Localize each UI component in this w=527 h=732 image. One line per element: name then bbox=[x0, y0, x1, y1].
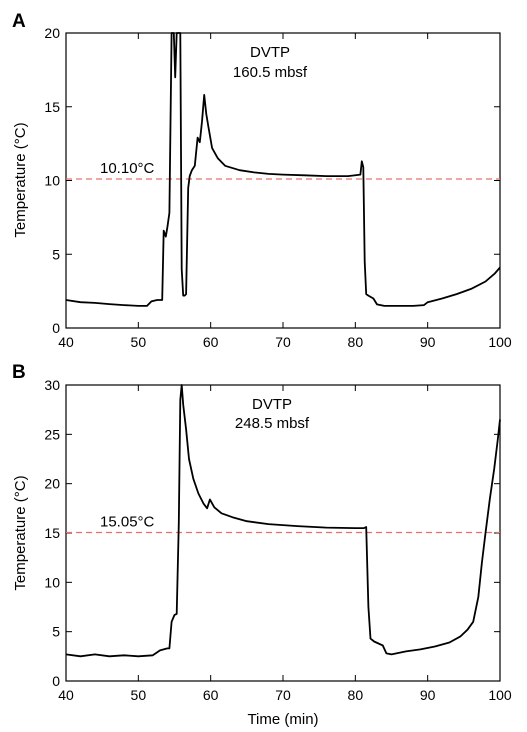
y-tick-label: 30 bbox=[44, 377, 60, 393]
x-tick-label: 40 bbox=[58, 687, 74, 703]
y-tick-label: 10 bbox=[44, 574, 60, 590]
x-tick-label: 90 bbox=[420, 334, 436, 350]
annotation-b-line2: 248.5 mbsf bbox=[235, 415, 310, 432]
y-tick-label: 5 bbox=[52, 624, 60, 640]
y-tick-label: 20 bbox=[44, 476, 60, 492]
annotation-a-line1: DVTP bbox=[250, 44, 290, 61]
annotation-a-line2: 160.5 mbsf bbox=[233, 64, 308, 81]
x-tick-label: 100 bbox=[488, 334, 512, 350]
y-tick-label: 25 bbox=[44, 426, 60, 442]
series-line-b bbox=[65, 384, 501, 658]
reference-label-a: 10.10°C bbox=[100, 160, 155, 177]
x-axis-label-b: Time (min) bbox=[247, 711, 318, 728]
y-axis-label-a: Temperature (°C) bbox=[12, 122, 29, 237]
axis-ticks-b: 40 50 60 70 80 90 100 0 5 10 15 20 25 30 bbox=[44, 377, 511, 703]
y-tick-label: 10 bbox=[44, 173, 60, 189]
reference-label-b: 15.05°C bbox=[100, 514, 155, 531]
x-tick-label: 80 bbox=[348, 687, 364, 703]
y-tick-label: 20 bbox=[44, 25, 60, 41]
x-tick-label: 100 bbox=[488, 687, 512, 703]
chart-panel-a: A 40 50 60 70 80 90 100 0 5 10 15 20 10.10°C DVTP 1… bbox=[12, 11, 512, 350]
x-tick-label: 40 bbox=[58, 334, 74, 350]
x-tick-label: 50 bbox=[131, 687, 147, 703]
series-line-a bbox=[65, 32, 501, 307]
chart-panel-b: B 40 50 60 70 80 90 100 0 5 10 15 20 25 30 15.05°C DV… bbox=[12, 362, 512, 728]
axis-ticks-a: 40 50 60 70 80 90 100 0 5 10 15 20 bbox=[44, 25, 511, 350]
x-tick-label: 90 bbox=[420, 687, 436, 703]
x-tick-label: 60 bbox=[203, 334, 219, 350]
y-tick-label: 5 bbox=[52, 246, 60, 262]
y-tick-label: 15 bbox=[44, 99, 60, 115]
y-tick-label: 15 bbox=[44, 525, 60, 541]
annotation-b-line1: DVTP bbox=[252, 396, 292, 413]
x-tick-label: 70 bbox=[275, 334, 291, 350]
y-tick-label: 0 bbox=[52, 673, 60, 689]
x-tick-label: 50 bbox=[131, 334, 147, 350]
y-axis-label-b: Temperature (°C) bbox=[12, 475, 29, 590]
x-tick-label: 60 bbox=[203, 687, 219, 703]
panel-letter-a: A bbox=[12, 11, 26, 32]
x-tick-label: 80 bbox=[348, 334, 364, 350]
x-tick-label: 70 bbox=[275, 687, 291, 703]
y-tick-label: 0 bbox=[52, 320, 60, 336]
panel-letter-b: B bbox=[12, 362, 26, 383]
